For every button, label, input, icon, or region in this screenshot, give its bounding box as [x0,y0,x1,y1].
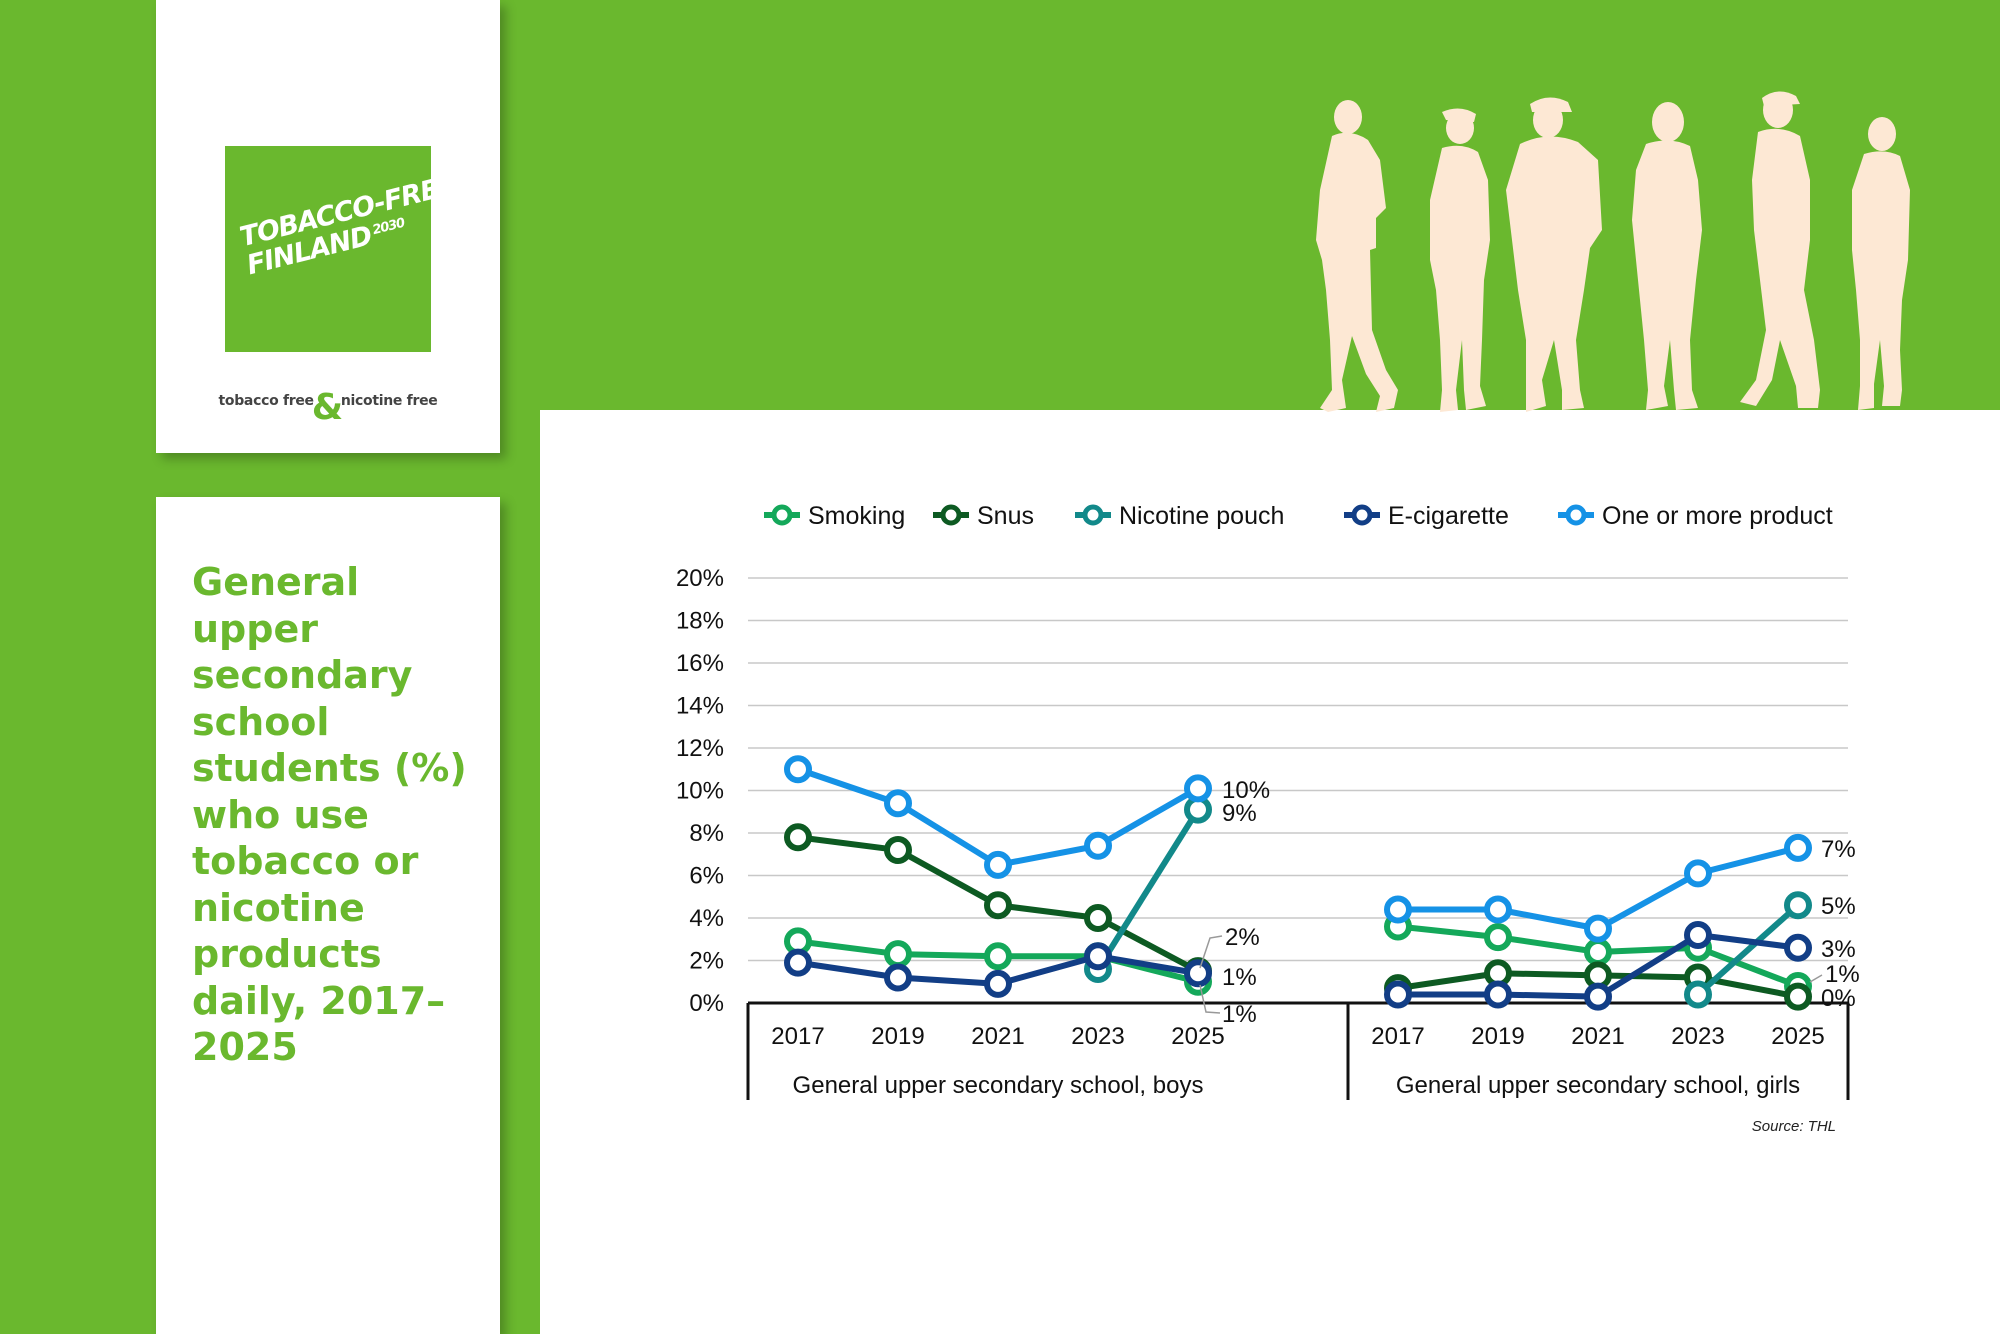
legend-label: Smoking [808,502,905,530]
legend-swatch-marker [1082,504,1104,526]
data-label: 1% [1222,964,1257,991]
legend-label: E-cigarette [1388,502,1509,530]
data-point [984,942,1012,971]
data-point [1484,923,1512,952]
tobacco-free-finland-logo: TOBACCO-FREE® FINLAND2030 [225,146,431,352]
legend-swatch-marker [940,504,962,526]
series-line [1696,903,1800,997]
group-label: General upper secondary school, girls [1396,1072,1800,1099]
tagline-left: tobacco free [218,393,315,409]
data-label: 2% [1225,924,1260,951]
data-point [1384,895,1412,924]
legend-label: Snus [977,502,1034,530]
data-label: 9% [1222,800,1257,827]
tagline-ampersand: & [311,387,343,428]
data-point [1784,833,1812,862]
legend-label: One or more product [1602,502,1833,530]
data-point [1184,959,1212,988]
data-point [1684,859,1712,888]
series-line [1095,808,1201,971]
data-point [884,963,912,992]
y-tick-label: 2% [689,948,724,975]
silhouette-3 [1506,97,1602,412]
data-point [1784,982,1812,1011]
y-tick-label: 20% [676,565,724,592]
data-point [784,948,812,977]
data-point [884,789,912,818]
leader-line [1199,935,1223,969]
leader-line [1199,984,1221,1014]
x-tick-label: 2017 [771,1023,824,1050]
silhouette-1 [1316,100,1398,413]
data-point [1084,831,1112,860]
group-label: General upper secondary school, boys [793,1072,1204,1099]
data-label: 0% [1821,985,1856,1012]
tagline-right: nicotine free [340,393,438,409]
data-point [984,891,1012,920]
y-tick-label: 4% [689,905,724,932]
data-point [1084,942,1112,971]
data-point [1484,980,1512,1009]
student-silhouettes-illustration [1316,91,1910,413]
legend-swatch-marker [771,504,793,526]
data-point [784,755,812,784]
data-point [984,850,1012,879]
data-label: 1% [1222,1001,1257,1028]
data-point [884,940,912,969]
x-tick-label: 2025 [1171,1023,1224,1050]
title-card: General upper secondary school students … [156,497,500,1334]
silhouette-6 [1852,117,1910,410]
data-label: 3% [1821,936,1856,963]
x-tick-label: 2021 [971,1023,1024,1050]
data-point [1184,774,1212,803]
data-point [1784,933,1812,962]
y-tick-label: 16% [676,650,724,677]
data-point [1584,938,1612,966]
x-tick-label: 2023 [1671,1023,1724,1050]
logo-card: TOBACCO-FREE® FINLAND2030 tobacco free&n… [156,0,500,453]
silhouette-4 [1632,102,1702,410]
chart-card [540,410,2000,1334]
silhouette-5 [1740,91,1820,409]
logo-tagline: tobacco free&nicotine free [156,373,500,428]
y-tick-label: 8% [689,820,724,847]
x-tick-label: 2021 [1571,1023,1624,1050]
data-point [1784,891,1812,920]
chart-source: Source: THL [1751,1118,1836,1135]
y-tick-label: 18% [676,608,724,635]
data-point [1584,914,1612,943]
data-label: 7% [1821,836,1856,863]
y-tick-label: 10% [676,778,724,805]
data-point [1484,895,1512,924]
legend-swatch-marker [1565,504,1587,526]
data-point [1684,980,1712,1009]
x-tick-label: 2017 [1371,1023,1424,1050]
data-point [1584,982,1612,1011]
data-point [884,836,912,864]
x-tick-label: 2019 [1471,1023,1524,1050]
x-tick-label: 2019 [871,1023,924,1050]
series-line [797,766,1200,868]
legend-label: Nicotine pouch [1119,502,1284,530]
x-tick-label: 2023 [1071,1023,1124,1050]
legend-swatch-marker [1351,504,1373,526]
chart-title: General upper secondary school students … [192,560,467,1069]
leader-line [1809,974,1823,983]
x-tick-label: 2025 [1771,1023,1824,1050]
data-point [1684,921,1712,949]
y-tick-label: 6% [689,863,724,890]
silhouette-2 [1430,108,1490,412]
data-point [1384,980,1412,1009]
data-point [984,969,1012,998]
data-point [1084,904,1112,932]
data-point [784,823,812,852]
data-label: 5% [1821,893,1856,920]
y-tick-label: 12% [676,735,724,762]
data-label: 10% [1222,777,1270,804]
y-tick-label: 0% [689,990,724,1017]
data-label: 1% [1825,961,1860,988]
y-tick-label: 14% [676,693,724,720]
